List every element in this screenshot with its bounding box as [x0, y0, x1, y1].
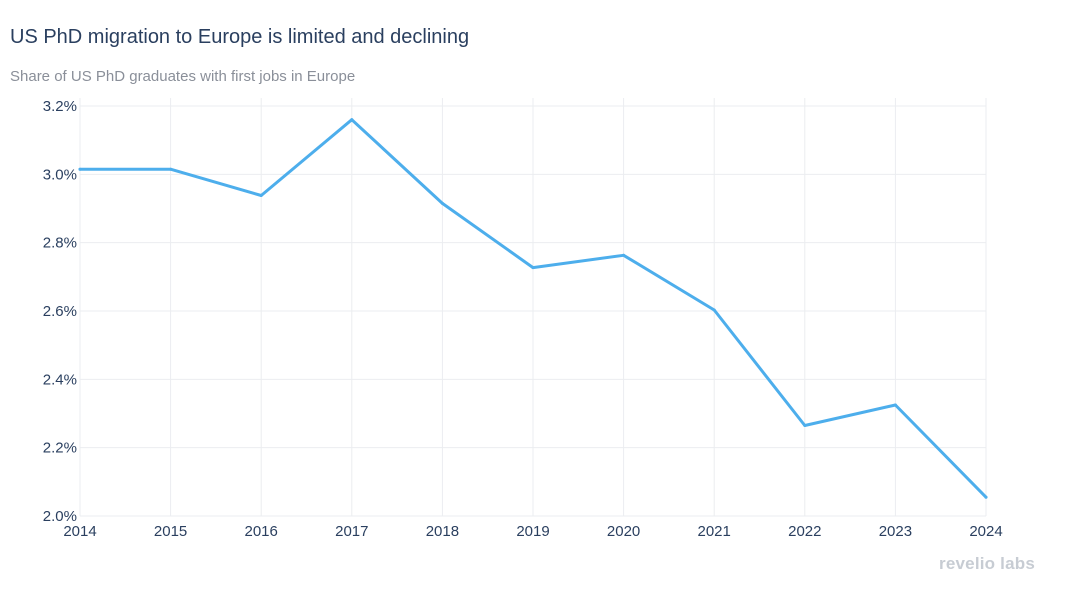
- y-tick-label: 2.8%: [43, 235, 77, 252]
- y-tick-label: 2.2%: [43, 440, 77, 457]
- data-point: [803, 423, 807, 427]
- y-tick-label: 3.0%: [43, 166, 77, 183]
- x-tick-label: 2018: [426, 523, 459, 540]
- y-tick-label: 2.0%: [43, 508, 77, 525]
- x-tick-label: 2017: [335, 523, 368, 540]
- x-tick-label: 2024: [969, 523, 1002, 540]
- chart-subtitle: Share of US PhD graduates with first job…: [10, 68, 356, 85]
- y-tick-label: 2.6%: [43, 303, 77, 320]
- data-point: [259, 194, 263, 198]
- data-point: [350, 118, 354, 122]
- data-point: [440, 201, 444, 205]
- data-point: [622, 253, 626, 257]
- data-point: [78, 167, 82, 171]
- y-axis: 2.0% 2.2% 2.4% 2.6% 2.8% 3.0% 3.2%: [43, 98, 77, 525]
- data-point: [984, 495, 988, 499]
- data-point: [712, 308, 716, 312]
- x-axis: 2014 2015 2016 2017 2018 2019 2020 2021 2022 2023…: [63, 523, 1002, 540]
- x-tick-label: 2021: [698, 523, 731, 540]
- grid-layer: [79, 98, 987, 517]
- x-tick-label: 2022: [788, 523, 821, 540]
- chart-title: US PhD migration to Europe is limited an…: [10, 26, 470, 48]
- y-tick-label: 2.4%: [43, 371, 77, 388]
- y-tick-label: 3.2%: [43, 98, 77, 115]
- revelio-labs-logo: revelio labs: [939, 554, 1035, 573]
- data-point: [893, 403, 897, 407]
- data-point: [531, 266, 535, 270]
- x-tick-label: 2015: [154, 523, 187, 540]
- data-point: [169, 167, 173, 171]
- x-tick-label: 2016: [245, 523, 278, 540]
- x-tick-label: 2023: [879, 523, 912, 540]
- x-tick-label: 2014: [63, 523, 96, 540]
- x-tick-label: 2020: [607, 523, 640, 540]
- x-tick-label: 2019: [516, 523, 549, 540]
- series-layer: [78, 118, 988, 499]
